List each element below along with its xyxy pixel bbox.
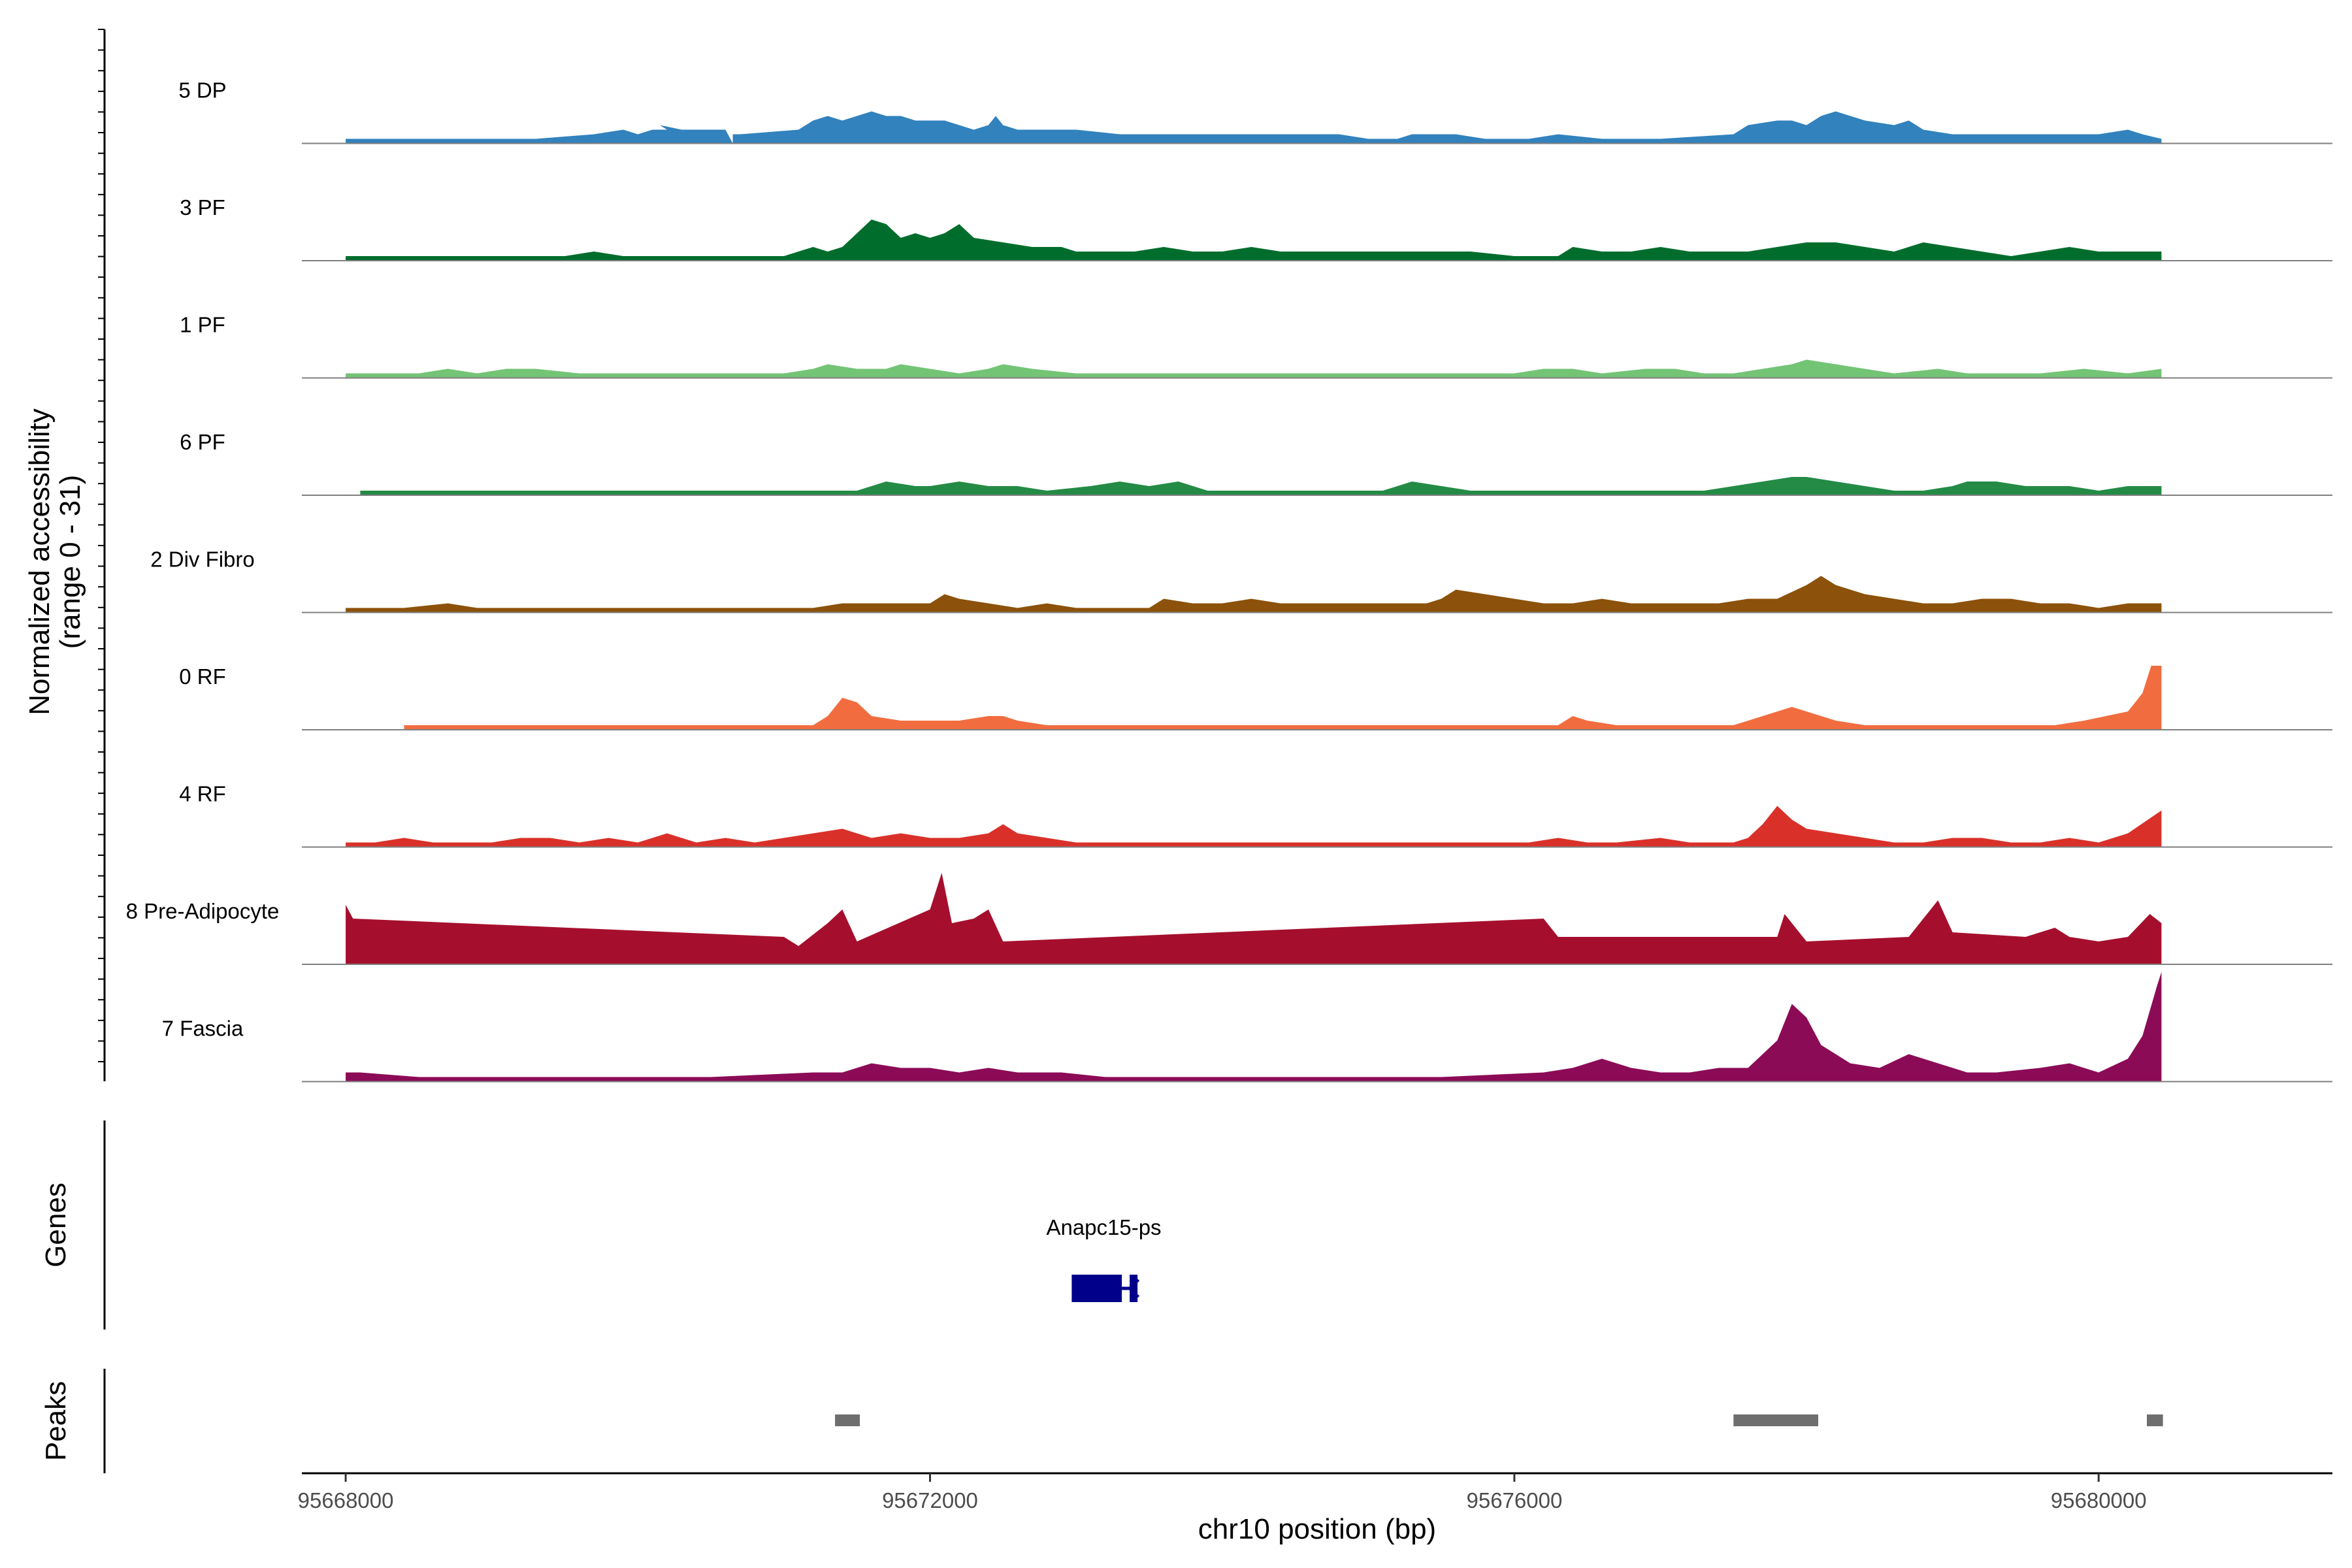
coverage-area	[346, 111, 2162, 144]
y-axis-title-line2: (range 0 - 31)	[54, 475, 86, 649]
left-y-axis	[98, 29, 106, 1081]
track-label: 1 PF	[180, 313, 225, 337]
coverage-area	[346, 972, 2162, 1082]
x-tick-label: 95676000	[1466, 1488, 1562, 1512]
track-0-rf: 0 RF	[179, 664, 2332, 730]
track-2-div-fibro: 2 Div Fibro	[150, 547, 2332, 613]
coverage-area	[346, 359, 2162, 378]
track-label: 2 Div Fibro	[150, 547, 255, 572]
track-6-pf: 6 PF	[180, 430, 2332, 496]
coverage-area	[404, 666, 2162, 730]
track-8-pre-adipocyte: 8 Pre-Adipocyte	[126, 873, 2332, 965]
x-tick-label: 95680000	[2051, 1488, 2147, 1512]
x-axis-title: chr10 position (bp)	[1198, 1513, 1436, 1545]
track-label: 5 DP	[178, 78, 226, 103]
peak-track	[835, 1414, 2163, 1426]
accessibility-tracks: 5 DP 3 PF 1 PF 6 PF 2 Div Fibro 0 RF 4 RF 8 Pre…	[126, 78, 2332, 1083]
track-label: 6 PF	[180, 430, 225, 454]
track-7-fascia: 7 Fascia	[162, 972, 2332, 1083]
peak-region	[2147, 1414, 2163, 1426]
strand-arrow	[1127, 1279, 1140, 1298]
coverage-area	[346, 873, 2162, 964]
track-label: 0 RF	[179, 664, 226, 689]
coverage-area	[346, 576, 2162, 613]
gene-label: Anapc15-ps	[1046, 1215, 1161, 1239]
peak-region	[835, 1414, 860, 1426]
track-label: 3 PF	[180, 195, 225, 220]
x-tick-label: 95668000	[298, 1488, 394, 1512]
track-5-dp: 5 DP	[178, 78, 2332, 144]
x-axis: 95668000 95672000 95676000 95680000	[298, 1473, 2147, 1512]
track-label: 8 Pre-Adipocyte	[126, 899, 280, 923]
gene-track: Anapc15-ps	[1046, 1215, 1162, 1302]
track-3-pf: 3 PF	[180, 195, 2332, 261]
track-1-pf: 1 PF	[180, 313, 2332, 379]
gene-anapc15-ps: Anapc15-ps	[1046, 1215, 1162, 1302]
peaks-axis-title: Peaks	[40, 1381, 72, 1461]
track-label: 7 Fascia	[162, 1017, 244, 1041]
coverage-area	[346, 220, 2162, 261]
track-label: 4 RF	[179, 782, 226, 806]
coverage-area	[346, 806, 2162, 847]
genes-axis-title: Genes	[40, 1183, 72, 1267]
coverage-area	[360, 477, 2162, 495]
track-4-rf: 4 RF	[179, 782, 2332, 848]
x-tick-label: 95672000	[882, 1488, 978, 1512]
peak-region	[1733, 1414, 1818, 1426]
gene-exon	[1071, 1275, 1122, 1302]
y-axis-title-line1: Normalized accessibility	[24, 408, 56, 715]
